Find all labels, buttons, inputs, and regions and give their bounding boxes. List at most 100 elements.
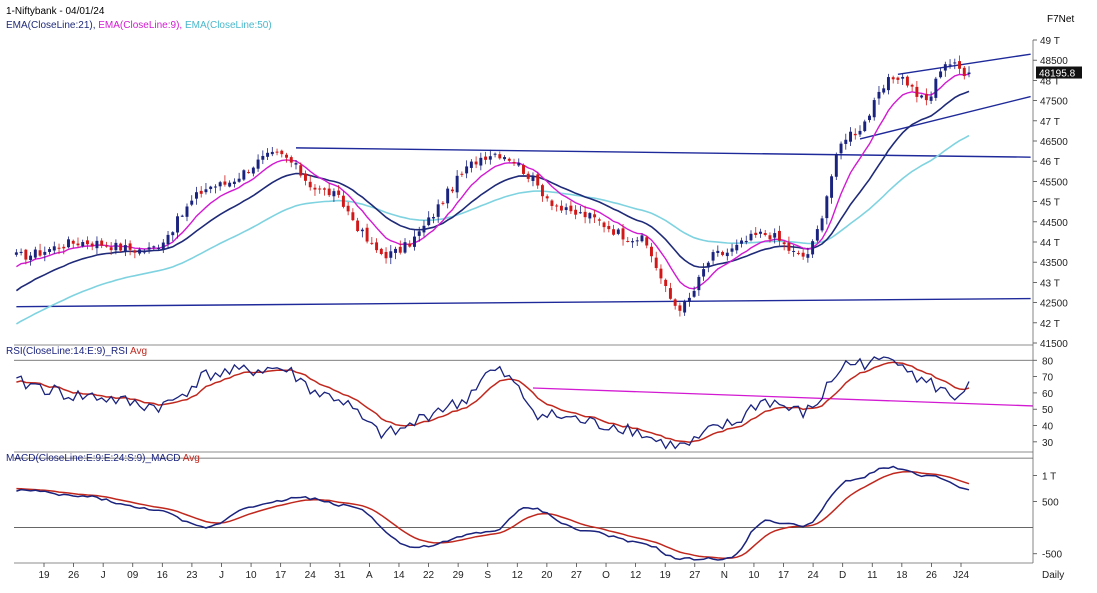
candle [441,200,445,206]
candle-body [915,86,919,97]
candle-body [678,305,682,311]
candle-body [180,215,184,217]
candle-body [792,250,796,252]
x-axis: 19 26 J 09 16 23 J 10 17 24 31 A 14 22 29 S 12 20 27 O 12 19 2… [38,563,969,581]
chart-title: 1-Niftybank - 04/01/24 [6,6,105,17]
rsi-pane [14,356,1034,459]
candle [270,146,274,157]
candle [109,242,113,255]
candle [389,245,393,265]
candle [275,148,279,156]
candle-body [304,173,307,181]
candle-body [408,243,412,247]
x-tick-label: J [101,570,106,581]
candle [318,185,322,194]
candle [711,249,715,265]
candle [67,236,70,249]
candle [446,186,450,209]
candle [578,206,582,214]
candle [403,238,407,254]
candle-body [507,158,511,161]
candle [550,199,554,211]
candle-body [403,242,407,253]
candle [341,190,345,209]
candle [38,243,42,257]
price-trendline-2 [859,95,1031,140]
candle [526,171,530,183]
candle [95,236,99,255]
candle-body [71,240,75,244]
candle [474,156,478,169]
rsi-tick-label: 50 [1042,405,1054,416]
candle-body [213,186,217,188]
x-tick-label: 17 [275,570,287,581]
candle-body [664,279,668,287]
candle [455,170,459,199]
candle [119,242,123,252]
x-tick-label: 31 [334,570,346,581]
candle-body [697,276,701,291]
x-tick-label: 29 [453,570,465,581]
candle [152,245,156,251]
candle-body [683,301,687,313]
candle-body [578,212,582,214]
candle [683,299,687,316]
candle [735,239,739,254]
candle-body [649,246,653,257]
candle [721,250,725,257]
candle-body [687,297,691,302]
candle-body [531,176,535,181]
candle [943,61,947,77]
candle-body [417,231,421,236]
candle [801,249,805,260]
candle-body [81,242,85,247]
rsi-tick-label: 70 [1042,373,1054,384]
candle-body [773,233,777,238]
candle [616,228,620,236]
candle [247,169,251,174]
candle-body [389,251,393,258]
candle [820,215,824,233]
candle [777,225,781,247]
candle [166,231,170,249]
candle [759,228,762,238]
candle [678,302,682,317]
x-tick-label: 22 [423,570,435,581]
candle-body [318,188,322,190]
rsi-tick-label: 60 [1042,389,1054,400]
candle-body [967,72,971,75]
candle [692,286,696,298]
candle [806,247,810,263]
candle [555,203,559,212]
candle [697,274,701,296]
price-tick-label: 45 T [1040,198,1060,209]
candle-body [716,250,720,254]
ema9-line [16,73,970,290]
candle-body [133,250,137,253]
candle-body [763,233,767,235]
rsi-title: RSI(CloseLine:14:E:9)_RSI Avg [6,346,147,357]
candle [929,91,933,104]
candle-body [569,205,573,212]
candle-body [247,172,251,174]
candle [763,229,767,237]
candle-body [863,121,867,132]
candle-body [251,167,255,174]
candle [280,149,284,158]
x-tick-label: 19 [38,570,50,581]
candle [877,85,881,105]
candle [787,236,791,255]
candle [256,154,260,172]
macd-line [16,465,970,561]
candle-body [493,153,497,155]
candle [645,235,649,249]
x-tick-label: 27 [689,570,701,581]
candle [133,249,137,259]
candle-body [948,64,952,66]
candle-body [413,236,416,247]
candle [308,175,312,191]
candle [612,224,616,236]
candle [285,152,288,163]
candle-body [436,204,440,217]
candle-body [488,156,492,160]
